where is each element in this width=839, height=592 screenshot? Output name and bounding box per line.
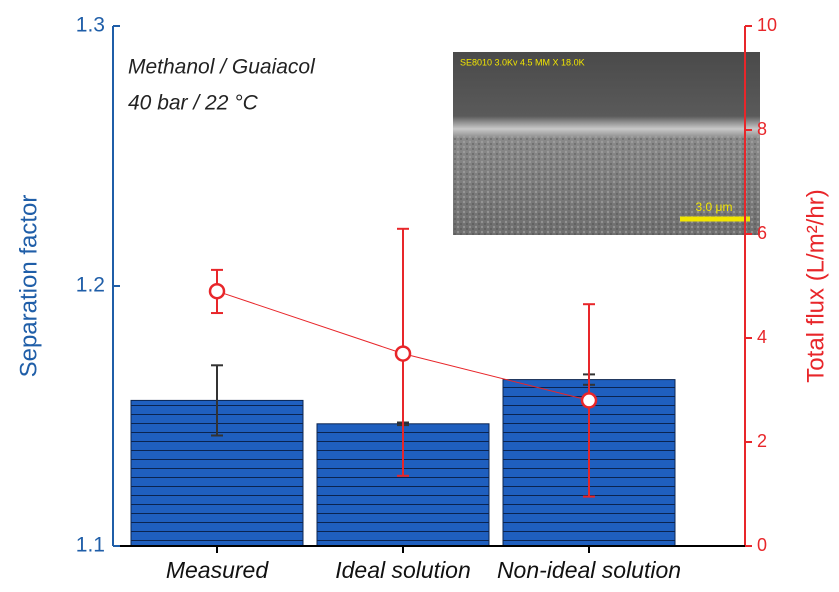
y2-tick-label: 4: [757, 327, 767, 347]
y2-tick-label: 8: [757, 119, 767, 139]
y-axis-title: Separation factor: [15, 195, 42, 378]
y2-tick-label: 0: [757, 535, 767, 555]
annotation: 40 bar / 22 °C: [128, 92, 259, 115]
y2-tick-label: 6: [757, 223, 767, 243]
sem-caption: SE8010 3.0Kv 4.5 MM X 18.0K: [460, 57, 585, 67]
x-tick-label: Measured: [166, 557, 269, 583]
y-tick-label: 1.3: [76, 14, 105, 37]
marker: [208, 282, 226, 300]
sem-inset: SE8010 3.0Kv 4.5 MM X 18.0K 3.0 μm: [453, 52, 760, 235]
x-tick-label: Non-ideal solution: [497, 557, 681, 583]
y-tick-label: 1.1: [76, 534, 105, 557]
y-tick-label: 1.2: [76, 274, 105, 297]
marker: [580, 392, 598, 409]
y2-tick-label: 10: [757, 15, 777, 35]
marker: [394, 345, 412, 362]
scale-label: 3.0 μm: [696, 200, 733, 214]
y2-tick-label: 2: [757, 431, 767, 451]
y2-axis-title: Total flux (L/m²/hr): [802, 189, 829, 382]
x-tick-label: Ideal solution: [335, 557, 471, 583]
annotation: Methanol / Guaiacol: [128, 56, 316, 79]
